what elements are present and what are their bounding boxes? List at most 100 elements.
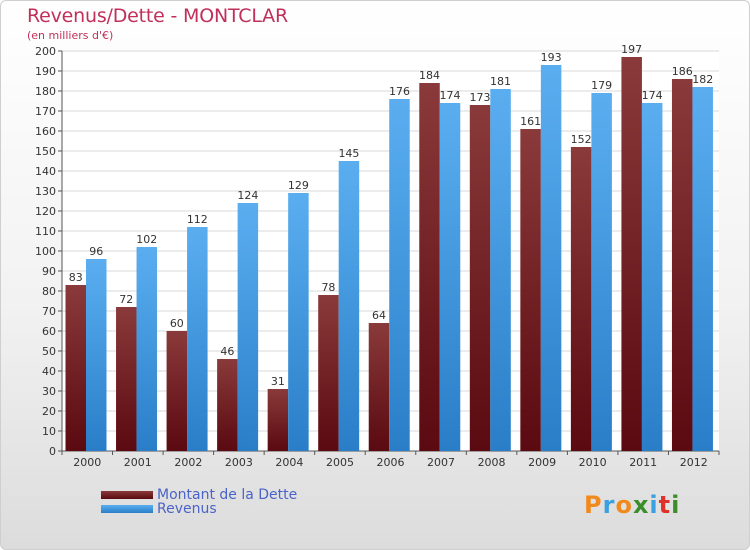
bar-dette [166, 331, 188, 451]
legend-label-revenus: Revenus [157, 501, 217, 517]
x-tick-label: 2004 [275, 456, 303, 469]
data-label-revenus: 193 [541, 51, 562, 64]
x-tick-label: 2008 [478, 456, 506, 469]
data-label-revenus: 145 [338, 147, 359, 160]
logo-letter: i [671, 491, 681, 519]
data-label-dette: 184 [419, 69, 440, 82]
y-tick-label: 90 [42, 265, 56, 278]
x-tick-label: 2009 [528, 456, 556, 469]
data-label-revenus: 124 [237, 189, 258, 202]
bar-revenus [641, 103, 663, 451]
logo-letter: x [632, 491, 650, 519]
y-tick-label: 20 [42, 405, 56, 418]
y-tick-label: 80 [42, 285, 56, 298]
bar-dette [469, 105, 491, 451]
data-label-dette: 152 [571, 133, 592, 146]
bar-dette [267, 389, 289, 451]
y-tick-label: 140 [35, 165, 56, 178]
y-tick-label: 180 [35, 85, 56, 98]
x-tick-label: 2010 [579, 456, 607, 469]
bar-revenus [288, 193, 309, 451]
data-label-dette: 46 [220, 345, 234, 358]
data-label-revenus: 112 [187, 213, 208, 226]
bar-dette [419, 83, 440, 451]
data-label-revenus: 181 [490, 75, 511, 88]
y-tick-label: 120 [35, 205, 56, 218]
y-tick-label: 10 [42, 425, 56, 438]
bar-revenus [237, 203, 259, 451]
x-tick-label: 2000 [73, 456, 101, 469]
bar-revenus [591, 93, 612, 451]
y-tick-label: 100 [35, 245, 56, 258]
bar-dette [65, 285, 86, 451]
data-label-dette: 161 [520, 115, 541, 128]
y-tick-label: 70 [42, 305, 56, 318]
legend-item-revenus: Revenus [101, 501, 217, 517]
data-label-revenus: 96 [89, 245, 103, 258]
bar-dette [368, 323, 390, 451]
y-tick-label: 40 [42, 365, 56, 378]
legend-swatch-dette [101, 491, 153, 499]
logo-letter: i [649, 491, 659, 519]
chart-subtitle: (en milliers d'€) [27, 29, 114, 42]
y-tick-label: 0 [49, 445, 56, 458]
bar-revenus [540, 65, 562, 451]
bar-dette [570, 147, 592, 451]
legend-swatch-revenus [101, 505, 153, 513]
data-label-revenus: 174 [642, 89, 663, 102]
x-tick-label: 2001 [124, 456, 152, 469]
x-tick-label: 2011 [629, 456, 657, 469]
data-label-dette: 31 [271, 375, 285, 388]
legend-item-dette: Montant de la Dette [101, 487, 297, 503]
bar-dette [217, 359, 238, 451]
bar-dette [318, 295, 339, 451]
x-tick-label: 2006 [377, 456, 405, 469]
x-tick-label: 2002 [174, 456, 202, 469]
x-tick-label: 2012 [680, 456, 708, 469]
y-tick-label: 190 [35, 65, 56, 78]
data-label-dette: 83 [69, 271, 83, 284]
x-tick-label: 2003 [225, 456, 253, 469]
logo-letter: o [615, 491, 633, 519]
data-label-revenus: 174 [440, 89, 461, 102]
data-label-revenus: 179 [591, 79, 612, 92]
legend-label-dette: Montant de la Dette [157, 487, 298, 503]
logo-letter: P [584, 491, 603, 519]
data-label-dette: 64 [372, 309, 386, 322]
y-tick-label: 200 [35, 45, 56, 58]
x-tick-label: 2005 [326, 456, 354, 469]
data-label-dette: 60 [170, 317, 184, 330]
y-tick-label: 150 [35, 145, 56, 158]
y-tick-label: 110 [35, 225, 56, 238]
bar-revenus [439, 103, 461, 451]
data-label-revenus: 129 [288, 179, 309, 192]
y-tick-label: 170 [35, 105, 56, 118]
bar-dette [116, 307, 137, 451]
bar-revenus [187, 227, 208, 451]
y-tick-label: 130 [35, 185, 56, 198]
data-label-dette: 197 [621, 43, 642, 56]
bar-revenus [86, 259, 107, 451]
y-tick-label: 30 [42, 385, 56, 398]
logo-letter: t [658, 491, 672, 519]
x-tick-label: 2007 [427, 456, 455, 469]
y-tick-label: 160 [35, 125, 56, 138]
bar-revenus [338, 161, 360, 451]
y-tick-label: 50 [42, 345, 56, 358]
data-label-dette: 78 [321, 281, 335, 294]
logo-letter: r [602, 491, 616, 519]
y-tick-label: 60 [42, 325, 56, 338]
bar-revenus [692, 87, 713, 451]
data-label-revenus: 176 [389, 85, 410, 98]
chart-title: Revenus/Dette - MONTCLAR [27, 5, 288, 27]
data-label-dette: 72 [119, 293, 133, 306]
proxiti-logo: Proxiti [584, 491, 680, 519]
bar-dette [520, 129, 541, 451]
data-label-dette: 173 [470, 91, 491, 104]
bar-revenus [136, 247, 158, 451]
data-label-revenus: 182 [692, 73, 713, 86]
bar-dette [671, 79, 693, 451]
bar-revenus [389, 99, 410, 451]
bar-dette [621, 57, 642, 451]
